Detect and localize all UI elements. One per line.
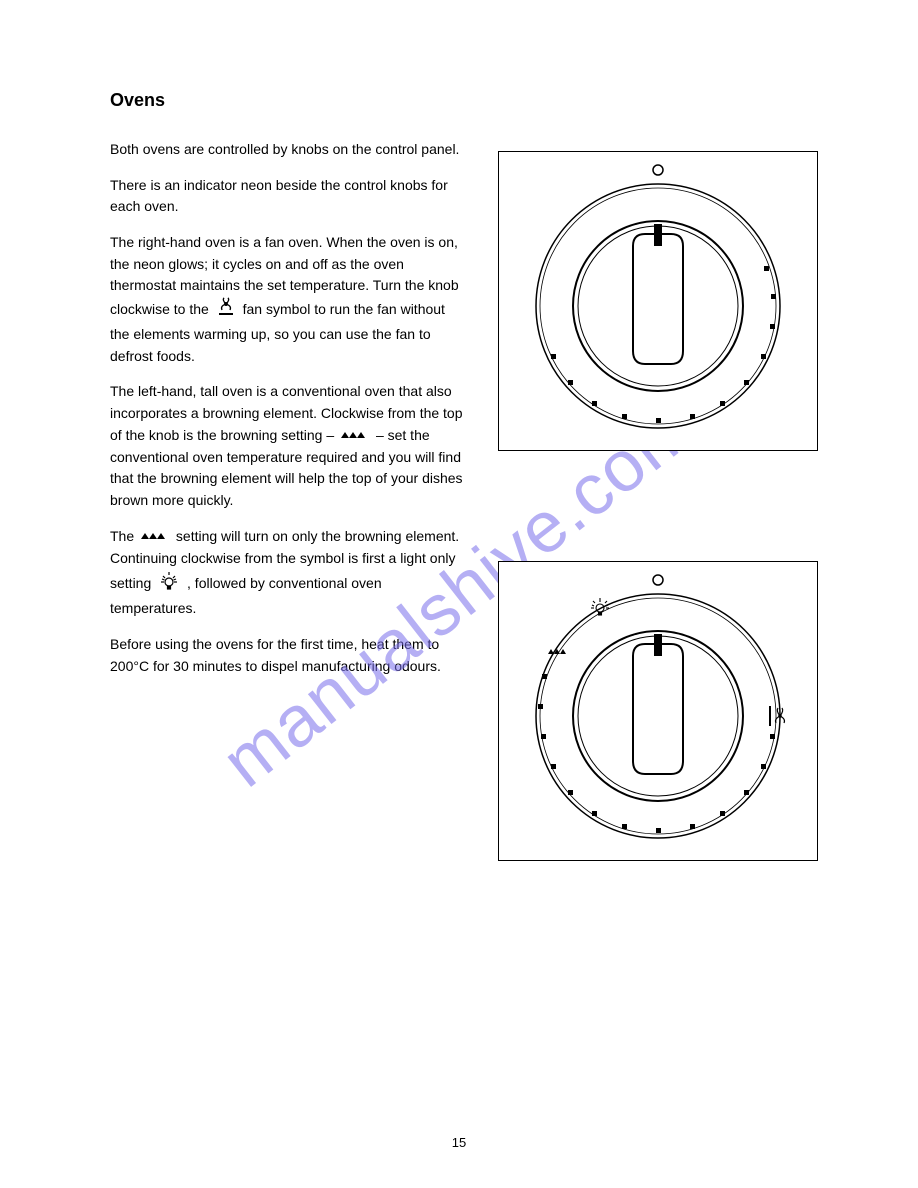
paragraph-3: The right-hand oven is a fan oven. When … xyxy=(110,232,468,367)
fan-dial-svg xyxy=(508,156,808,446)
figure-fan-dial xyxy=(498,151,818,451)
page-container: manualshive.com Ovens Both ovens are con… xyxy=(0,0,918,1188)
text-column: Both ovens are controlled by knobs on th… xyxy=(110,139,468,861)
figure-column xyxy=(498,139,838,861)
paragraph-6: Before using the ovens for the first tim… xyxy=(110,634,468,677)
wave-icon xyxy=(141,526,169,548)
paragraph-1: Both ovens are controlled by knobs on th… xyxy=(110,139,468,161)
figure-conventional-dial xyxy=(498,561,818,861)
paragraph-5: The setting will turn on only the browni… xyxy=(110,526,468,620)
p5-text-a: The xyxy=(110,528,138,544)
section-heading: Ovens xyxy=(110,90,838,111)
content-columns: Both ovens are controlled by knobs on th… xyxy=(110,139,838,861)
bulb-icon xyxy=(158,570,180,599)
wave-icon xyxy=(341,425,369,447)
conventional-dial-svg xyxy=(508,566,808,856)
fan-icon xyxy=(216,297,236,324)
paragraph-2: There is an indicator neon beside the co… xyxy=(110,175,468,218)
paragraph-4: The left-hand, tall oven is a convention… xyxy=(110,381,468,512)
page-number: 15 xyxy=(452,1135,466,1150)
